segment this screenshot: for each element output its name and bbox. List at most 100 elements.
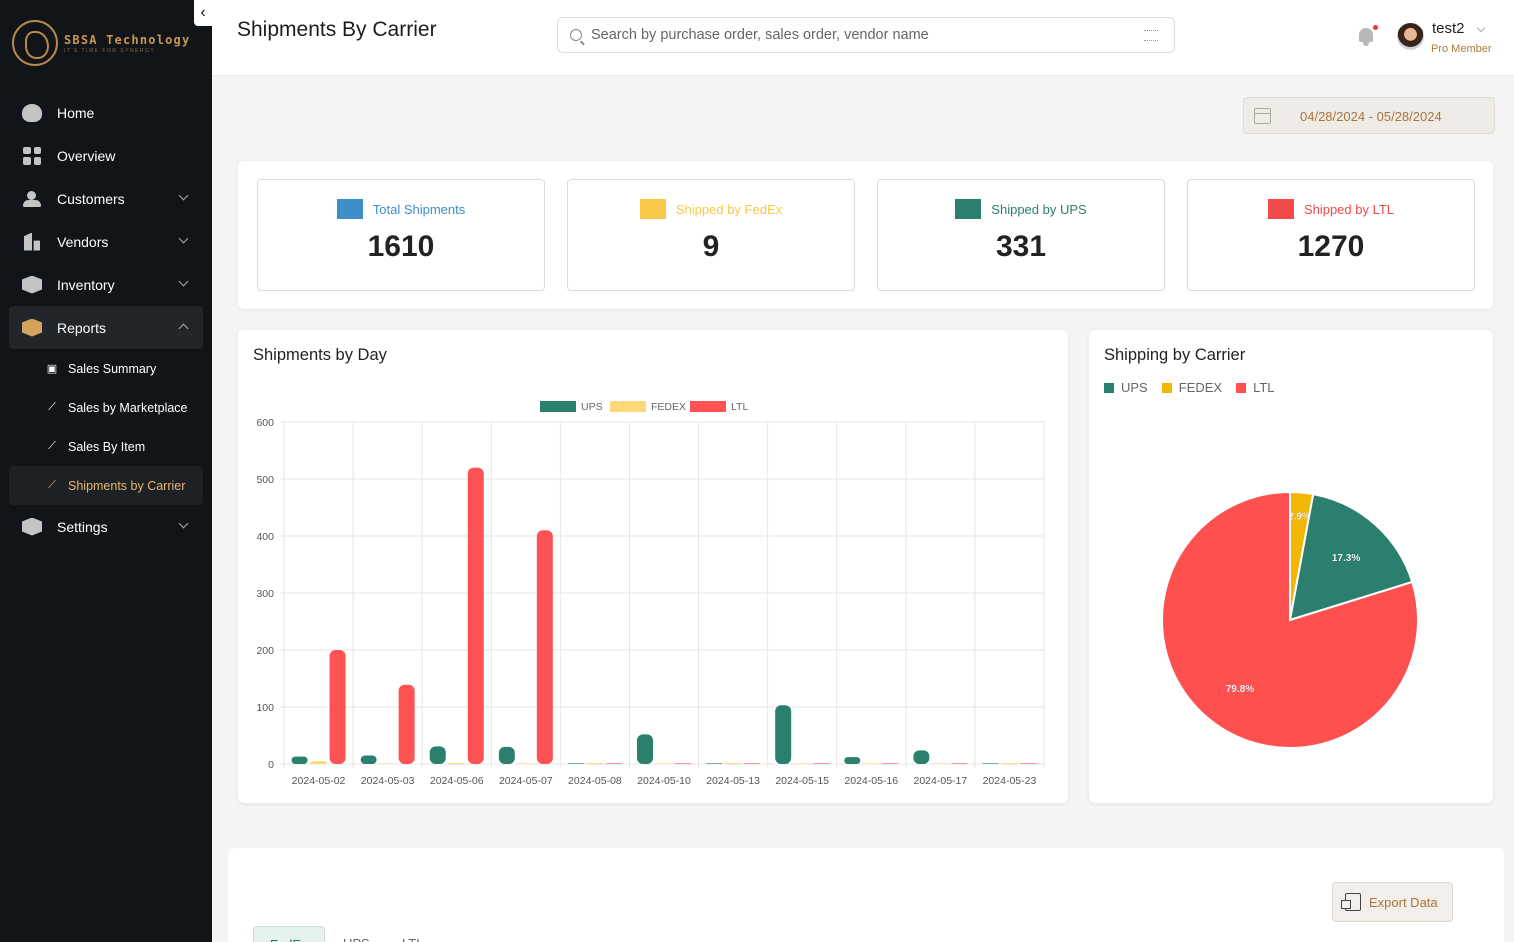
bar-ups-2024-05-15[interactable] — [775, 705, 792, 764]
top-header: Shipments By Carrier test2 Pro Member — [212, 0, 1514, 76]
legend-label-ups[interactable]: UPS — [581, 401, 603, 413]
sidebar-item-inventory[interactable]: Inventory — [9, 263, 203, 306]
brand-logo[interactable]: SBSA Technology IT'S TIME FOR SYNERGY — [12, 20, 190, 66]
shipping-by-carrier-chart: 2.9% 17.3% 79.8% — [1161, 490, 1419, 749]
bar-ltl-2024-05-13[interactable] — [744, 763, 761, 764]
bar-fedex-2024-05-07[interactable] — [517, 763, 534, 764]
sidebar-item-vendors[interactable]: Vendors — [9, 220, 203, 263]
search-bar[interactable] — [557, 17, 1175, 53]
legend-label-fedex[interactable]: FEDEX — [651, 401, 686, 413]
date-range-picker[interactable]: 04/28/2024 - 05/28/2024 — [1243, 97, 1495, 134]
sidebar-item-home[interactable]: Home — [9, 91, 203, 134]
bar-ltl-2024-05-16[interactable] — [882, 763, 899, 764]
legend-label-ltl[interactable]: LTL — [731, 401, 748, 413]
legend-swatch-ltl[interactable] — [690, 401, 726, 412]
x-tick-label: 2024-05-15 — [775, 775, 829, 787]
bar-fedex-2024-05-02[interactable] — [310, 761, 327, 764]
bar-ups-2024-05-13[interactable] — [706, 763, 723, 764]
bar-ups-2024-05-06[interactable] — [429, 746, 446, 764]
export-data-button[interactable]: Export Data — [1332, 882, 1453, 922]
legend-swatch — [1236, 382, 1247, 393]
sidebar-item-reports[interactable]: Reports — [9, 306, 203, 349]
bar-ups-2024-05-17[interactable] — [913, 750, 930, 764]
box-icon — [22, 275, 42, 295]
stat-shipped-by-fedex: Shipped by FedEx 9 — [567, 179, 855, 291]
box-icon — [639, 199, 666, 219]
x-tick-label: 2024-05-08 — [568, 775, 622, 787]
pie-slice-ltl[interactable] — [1161, 490, 1419, 749]
bar-ups-2024-05-07[interactable] — [498, 746, 515, 764]
x-tick-label: 2024-05-06 — [430, 775, 484, 787]
sidebar-item-settings[interactable]: Settings — [9, 505, 203, 548]
bar-ups-2024-05-03[interactable] — [360, 755, 377, 764]
y-tick-label: 100 — [256, 702, 274, 714]
bar-ups-2024-05-16[interactable] — [844, 757, 861, 764]
shipping-by-carrier-panel: Shipping by Carrier UPS FEDEX LTL 2.9% 17.3… — [1089, 330, 1493, 803]
bar-fedex-2024-05-15[interactable] — [794, 763, 811, 764]
stat-total-shipments: Total Shipments 1610 — [257, 179, 545, 291]
tab-ups[interactable]: UPS — [327, 926, 386, 942]
bar-ltl-2024-05-02[interactable] — [329, 650, 346, 764]
legend-item-ltl[interactable]: LTL — [1236, 380, 1275, 395]
sidebar-item-customers[interactable]: Customers — [9, 177, 203, 220]
bar-ltl-2024-05-17[interactable] — [951, 763, 968, 764]
export-file-icon — [1341, 893, 1361, 911]
bar-fedex-2024-05-08[interactable] — [586, 763, 603, 764]
bar-fedex-2024-05-03[interactable] — [379, 763, 396, 764]
bar-ltl-2024-05-10[interactable] — [675, 763, 691, 764]
legend-swatch-ups[interactable] — [540, 401, 576, 412]
sidebar-subitem-label: Shipments by Carrier — [68, 478, 186, 493]
date-range-value: 04/28/2024 - 05/28/2024 — [1300, 109, 1442, 124]
sidebar-subitem-sales-by-marketplace[interactable]: ⟋ Sales by Marketplace — [9, 388, 203, 427]
bar-ltl-2024-05-07[interactable] — [536, 530, 553, 764]
bar-ups-2024-05-23[interactable] — [982, 763, 999, 764]
sidebar-item-label: Settings — [57, 518, 108, 535]
bar-ltl-2024-05-03[interactable] — [398, 684, 415, 764]
bar-ltl-2024-05-06[interactable] — [467, 467, 484, 764]
bar-ltl-2024-05-08[interactable] — [605, 763, 622, 764]
legend-swatch — [1104, 382, 1114, 393]
tab-fedex[interactable]: FedEx — [253, 926, 325, 942]
bar-fedex-2024-05-10[interactable] — [656, 763, 672, 764]
user-name[interactable]: test2 — [1432, 20, 1465, 37]
legend-swatch — [1161, 382, 1172, 393]
x-tick-label: 2024-05-13 — [706, 775, 760, 787]
sidebar-subitem-sales-summary[interactable]: ▣ Sales Summary — [9, 349, 203, 388]
filter-icon[interactable] — [1144, 30, 1158, 41]
chevron-down-icon[interactable] — [1476, 23, 1486, 33]
bar-fedex-2024-05-13[interactable] — [725, 763, 742, 764]
sidebar-nav: Home Overview Customers Vendors Inventor… — [9, 91, 203, 548]
collapse-sidebar-button[interactable]: ‹ — [194, 0, 212, 26]
bar-ups-2024-05-02[interactable] — [291, 756, 308, 764]
box-icon — [955, 199, 982, 219]
sidebar-subitem-shipments-by-carrier[interactable]: ⟋ Shipments by Carrier — [9, 466, 203, 505]
legend-swatch-fedex[interactable] — [610, 401, 646, 412]
sidebar-item-label: Home — [57, 104, 95, 121]
notification-dot — [1373, 25, 1378, 30]
bar-fedex-2024-05-23[interactable] — [1001, 763, 1018, 764]
home-icon — [22, 103, 42, 123]
pie-legend: UPS FEDEX LTL — [1104, 380, 1275, 395]
bell-icon[interactable] — [1358, 28, 1374, 46]
bar-ups-2024-05-08[interactable] — [567, 763, 584, 764]
pie-slice-ups[interactable] — [1288, 492, 1414, 622]
sidebar-subitem-sales-by-item[interactable]: ⟋ Sales By Item — [9, 427, 203, 466]
sidebar-item-overview[interactable]: Overview — [9, 134, 203, 177]
panel-title: Shipments by Day — [253, 346, 387, 364]
bar-fedex-2024-05-17[interactable] — [932, 763, 949, 764]
pie-label-fedex: 2.9% — [1288, 511, 1311, 522]
avatar[interactable] — [1397, 23, 1424, 50]
bar-ltl-2024-05-15[interactable] — [813, 763, 830, 764]
export-label: Export Data — [1369, 894, 1438, 910]
bar-fedex-2024-05-06[interactable] — [448, 763, 465, 764]
search-input[interactable] — [591, 27, 1111, 43]
tab-ltl[interactable]: LTL — [386, 926, 439, 942]
y-tick-label: 300 — [256, 588, 274, 600]
bar-ltl-2024-05-23[interactable] — [1020, 763, 1037, 764]
legend-item-ups[interactable]: UPS — [1104, 380, 1148, 395]
stat-label: Shipped by LTL — [1303, 201, 1395, 217]
bar-fedex-2024-05-16[interactable] — [863, 763, 880, 764]
chevron-up-icon — [178, 323, 189, 334]
bar-ups-2024-05-10[interactable] — [637, 734, 653, 764]
legend-item-fedex[interactable]: FEDEX — [1161, 380, 1222, 395]
